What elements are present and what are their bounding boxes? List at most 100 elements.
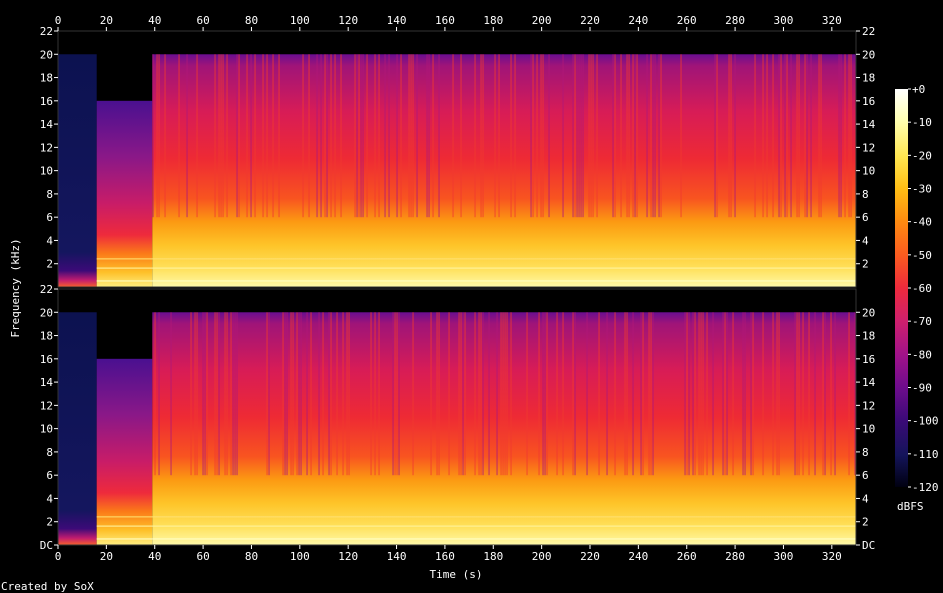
texture-streak <box>246 54 248 218</box>
texture-streak <box>284 312 286 476</box>
texture-streak <box>430 312 432 476</box>
texture-streak <box>218 312 220 476</box>
x-tick-label-top: 20 <box>100 14 113 27</box>
texture-streak <box>582 54 584 218</box>
texture-streak <box>170 312 172 476</box>
x-tick-label-bottom: 140 <box>387 550 407 563</box>
y-tick-label: 12 <box>40 141 53 154</box>
texture-streak <box>726 312 728 476</box>
texture-streak <box>482 54 484 218</box>
texture-streak <box>580 54 582 218</box>
y-tick-label: 2 <box>862 258 869 271</box>
texture-streak <box>416 54 418 218</box>
texture-streak <box>340 54 342 218</box>
texture-streak <box>426 54 428 218</box>
texture-streak <box>790 54 792 218</box>
texture-streak <box>798 312 800 476</box>
colorbar-tick-label: -110 <box>912 448 939 461</box>
texture-streak <box>620 54 622 218</box>
texture-streak <box>632 54 634 218</box>
texture-streak <box>742 312 744 476</box>
texture-streak <box>214 54 216 218</box>
texture-streak <box>308 54 310 218</box>
texture-streak <box>336 312 338 476</box>
y-tick-label: 14 <box>862 118 876 131</box>
y-tick-label: 4 <box>862 492 869 505</box>
segment-1 <box>58 54 97 287</box>
texture-streak <box>700 312 702 476</box>
x-tick-label-bottom: 120 <box>338 550 358 563</box>
x-tick-label-bottom: 300 <box>774 550 794 563</box>
texture-streak <box>536 54 538 218</box>
texture-streak <box>588 54 590 218</box>
texture-streak <box>574 54 576 218</box>
texture-streak <box>226 312 228 476</box>
texture-streak <box>206 312 208 476</box>
texture-streak <box>806 54 808 218</box>
texture-streak <box>688 312 690 476</box>
y-tick-label: 6 <box>862 469 869 482</box>
y-tick-label: 6 <box>46 211 53 224</box>
x-tick-label-bottom: 320 <box>822 550 842 563</box>
texture-streak <box>216 312 218 476</box>
band-line <box>96 525 856 527</box>
texture-streak <box>366 54 368 218</box>
y-tick-label: 22 <box>40 283 53 296</box>
y-tick-label: 22 <box>40 25 53 38</box>
x-tick-label-top: 200 <box>532 14 552 27</box>
texture-streak <box>636 54 638 218</box>
colorbar-tick-label: +0 <box>912 83 925 96</box>
texture-streak <box>750 312 752 476</box>
texture-streak <box>498 54 500 218</box>
x-tick-label-top: 80 <box>245 14 258 27</box>
x-tick-label-bottom: 180 <box>483 550 503 563</box>
texture-streak <box>654 54 656 218</box>
texture-streak <box>474 312 476 476</box>
texture-streak <box>844 54 846 218</box>
texture-streak <box>236 312 238 476</box>
texture-streak <box>330 312 332 476</box>
texture-streak <box>436 312 438 476</box>
texture-streak <box>448 312 450 476</box>
texture-streak <box>684 312 686 476</box>
texture-streak <box>324 54 326 218</box>
y-tick-label: 16 <box>862 95 875 108</box>
x-tick-label-top: 300 <box>774 14 794 27</box>
texture-streak <box>214 312 216 476</box>
texture-streak <box>598 312 600 476</box>
texture-streak <box>480 54 482 218</box>
texture-streak <box>310 312 312 476</box>
texture-streak <box>612 54 614 218</box>
texture-streak <box>158 54 160 218</box>
texture-streak <box>218 54 220 218</box>
colorbar <box>895 89 908 487</box>
y-tick-label: 20 <box>40 306 53 319</box>
y-tick-label: 10 <box>40 165 53 178</box>
x-tick-label-bottom: 40 <box>148 550 161 563</box>
texture-streak <box>510 312 512 476</box>
texture-streak <box>652 312 654 476</box>
texture-streak <box>614 54 616 218</box>
y-axis-label: Frequency (kHz) <box>9 238 22 337</box>
texture-streak <box>412 54 414 218</box>
y-tick-label: 12 <box>862 399 875 412</box>
texture-streak <box>572 312 574 476</box>
texture-streak <box>820 54 822 218</box>
texture-streak <box>358 54 360 218</box>
colorbar-tick-label: -50 <box>912 249 932 262</box>
texture-streak <box>254 54 256 218</box>
channel-2 <box>57 288 857 546</box>
texture-streak <box>680 54 682 218</box>
texture-streak <box>730 54 732 218</box>
y-tick-label: 2 <box>46 516 53 529</box>
y-tick-label: 20 <box>40 48 53 61</box>
texture-streak <box>384 54 386 218</box>
colorbar-tick-label: -70 <box>912 315 932 328</box>
texture-streak <box>796 312 798 476</box>
texture-streak <box>640 312 642 476</box>
texture-streak <box>272 54 274 218</box>
colorbar-tick-label: -10 <box>912 116 932 129</box>
y-tick-label: 18 <box>862 72 875 85</box>
texture-streak <box>266 312 268 476</box>
texture-streak <box>686 312 688 476</box>
